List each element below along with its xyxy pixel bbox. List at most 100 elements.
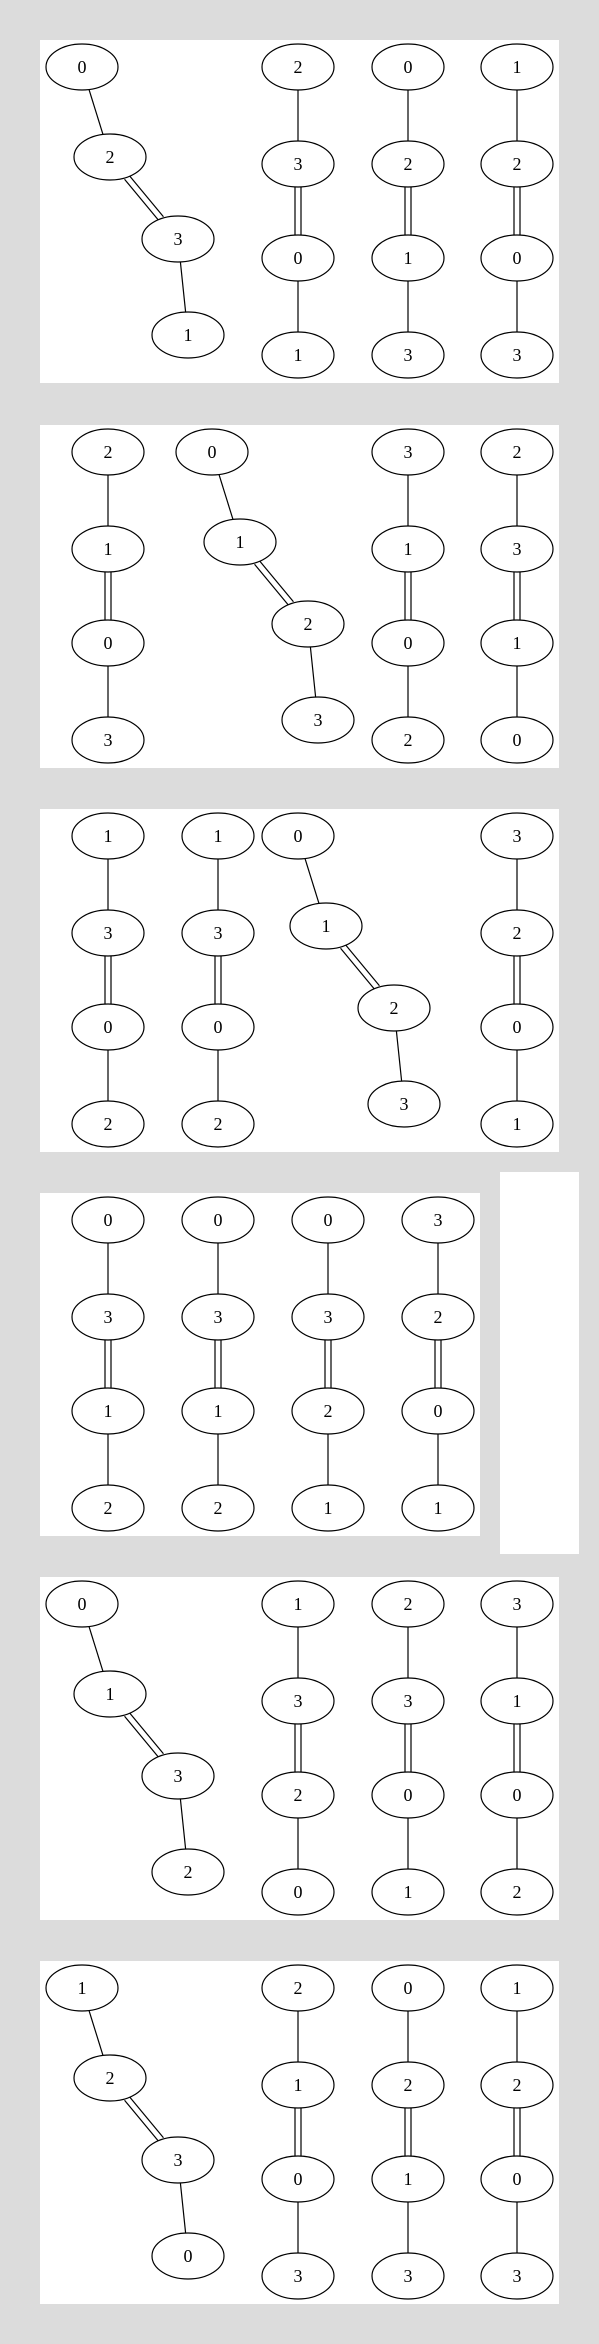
edge-p6-g1-3 — [179, 2182, 187, 2234]
node-ellipse — [480, 1003, 554, 1051]
node-label: 0 — [404, 57, 413, 77]
node-label: 2 — [513, 442, 522, 462]
node-label: 2 — [294, 1978, 303, 1998]
node-label: 0 — [294, 826, 303, 846]
node-p2-g4-3: 1 — [480, 619, 554, 667]
node-p4-g1-2: 3 — [71, 1293, 145, 1341]
node-label: 3 — [104, 730, 113, 750]
node-p1-g4-3: 0 — [480, 234, 554, 282]
node-label: 2 — [104, 442, 113, 462]
node-p4-g4-1: 3 — [401, 1196, 475, 1244]
node-p2-g1-4: 3 — [71, 716, 145, 764]
node-ellipse — [367, 1080, 441, 1128]
node-ellipse — [181, 909, 255, 957]
node-p4-g3-2: 3 — [291, 1293, 365, 1341]
node-ellipse — [401, 1293, 475, 1341]
node-label: 2 — [106, 147, 115, 167]
edge-p2-g2-1 — [218, 474, 234, 520]
node-ellipse — [151, 2232, 225, 2280]
node-ellipse — [480, 619, 554, 667]
node-label: 1 — [294, 2075, 303, 2095]
node-label: 2 — [404, 2075, 413, 2095]
edge-p5-g1-1 — [88, 1626, 104, 1672]
node-label: 3 — [104, 923, 113, 943]
edge-p1-g1-3 — [179, 261, 187, 313]
node-p5-g4-3: 0 — [480, 1771, 554, 1819]
node-label: 2 — [214, 1114, 223, 1134]
node-ellipse — [261, 2155, 335, 2203]
node-ellipse — [71, 525, 145, 573]
node-p4-g1-4: 2 — [71, 1484, 145, 1532]
node-p1-g3-2: 2 — [371, 140, 445, 188]
node-ellipse — [371, 234, 445, 282]
node-p1-g3-1: 0 — [371, 43, 445, 91]
node-label: 2 — [184, 1862, 193, 1882]
node-ellipse — [73, 2054, 147, 2102]
node-ellipse — [181, 1196, 255, 1244]
node-ellipse — [480, 1677, 554, 1725]
node-p6-g2-4: 3 — [261, 2252, 335, 2300]
node-ellipse — [261, 234, 335, 282]
node-p4-g4-3: 0 — [401, 1387, 475, 1435]
node-ellipse — [71, 428, 145, 476]
edge-p3-g3-1 — [304, 858, 320, 904]
node-ellipse — [371, 1677, 445, 1725]
node-p5-g4-4: 2 — [480, 1868, 554, 1916]
node-p5-g1-1: 0 — [45, 1580, 119, 1628]
node-p2-g1-3: 0 — [71, 619, 145, 667]
node-ellipse — [45, 1580, 119, 1628]
node-ellipse — [261, 1677, 335, 1725]
node-p4-g3-1: 0 — [291, 1196, 365, 1244]
node-label: 3 — [214, 923, 223, 943]
node-label: 1 — [404, 1882, 413, 1902]
node-label: 2 — [104, 1498, 113, 1518]
edge-p3-g3-3 — [395, 1030, 403, 1082]
node-ellipse — [480, 428, 554, 476]
node-ellipse — [480, 140, 554, 188]
node-p3-g1-1: 1 — [71, 812, 145, 860]
node-label: 1 — [104, 826, 113, 846]
node-label: 3 — [294, 2266, 303, 2286]
node-ellipse — [261, 1868, 335, 1916]
node-ellipse — [71, 716, 145, 764]
node-p4-g3-3: 2 — [291, 1387, 365, 1435]
node-p3-g3-3: 2 — [357, 984, 431, 1032]
edge-p1-g1-1 — [88, 89, 104, 135]
node-p6-g3-2: 2 — [371, 2061, 445, 2109]
node-p3-g2-2: 3 — [181, 909, 255, 957]
node-p5-g1-2: 1 — [73, 1670, 147, 1718]
node-p3-g3-2: 1 — [289, 902, 363, 950]
node-ellipse — [480, 1964, 554, 2012]
node-p1-g2-2: 3 — [261, 140, 335, 188]
node-p6-g3-3: 1 — [371, 2155, 445, 2203]
node-ellipse — [371, 716, 445, 764]
node-p2-g1-2: 1 — [71, 525, 145, 573]
node-ellipse — [261, 812, 335, 860]
node-ellipse — [71, 619, 145, 667]
node-ellipse — [480, 2155, 554, 2203]
node-p4-g2-4: 2 — [181, 1484, 255, 1532]
node-ellipse — [371, 331, 445, 379]
node-label: 3 — [513, 345, 522, 365]
node-ellipse — [480, 234, 554, 282]
node-p6-g3-1: 0 — [371, 1964, 445, 2012]
node-p3-g2-4: 2 — [181, 1100, 255, 1148]
node-label: 3 — [513, 1594, 522, 1614]
node-p6-g4-4: 3 — [480, 2252, 554, 2300]
node-label: 1 — [434, 1498, 443, 1518]
node-p2-g2-1: 0 — [175, 428, 249, 476]
node-ellipse — [175, 428, 249, 476]
panel-4-side — [500, 1172, 579, 1554]
node-label: 0 — [434, 1401, 443, 1421]
node-ellipse — [291, 1196, 365, 1244]
node-label: 1 — [184, 325, 193, 345]
node-p5-g1-3: 3 — [141, 1752, 215, 1800]
node-p3-g1-4: 2 — [71, 1100, 145, 1148]
node-p4-g2-1: 0 — [181, 1196, 255, 1244]
node-p2-g4-1: 2 — [480, 428, 554, 476]
node-label: 2 — [324, 1401, 333, 1421]
edge-p5-g1-2-a — [124, 1715, 160, 1758]
node-ellipse — [371, 43, 445, 91]
node-ellipse — [71, 1484, 145, 1532]
